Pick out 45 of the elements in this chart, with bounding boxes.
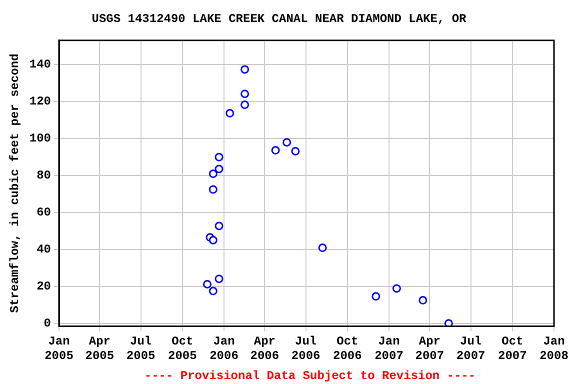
point [226, 109, 234, 118]
x-tick-label: Apr 2007 [415, 334, 444, 363]
y-tick-label: 20 [36, 279, 52, 294]
point [271, 146, 280, 155]
y-tick-label: 100 [29, 131, 52, 146]
y-axis-title: Streamflow, in cubic feet per second [8, 54, 22, 313]
point [214, 164, 224, 174]
point [372, 292, 380, 301]
point [392, 284, 401, 293]
y-tick-label: 60 [36, 205, 52, 220]
point [214, 274, 224, 284]
point [208, 185, 218, 194]
y-tick-label: 140 [29, 57, 52, 72]
point [214, 222, 224, 230]
x-tick-label: Jul 2006 [291, 334, 320, 363]
point [208, 170, 218, 178]
chart-title: USGS 14312490 LAKE CREEK CANAL NEAR DIAMOND LAKE, OR [92, 12, 468, 26]
x-tick-label: Apr 2006 [250, 334, 280, 363]
y-tick-label: 80 [36, 168, 52, 182]
x-tick-label: Oct 2007 [498, 334, 527, 363]
point [214, 152, 224, 162]
point [240, 90, 250, 98]
x-tick-label: Oct 2005 [168, 334, 197, 363]
y-tick-label: 40 [36, 242, 52, 256]
x-tick-label: Oct 2006 [333, 334, 362, 363]
point [291, 146, 300, 156]
text: ---- Provisional Data Subject to Revision ---- [144, 369, 476, 384]
point [240, 65, 250, 74]
point [208, 286, 218, 296]
x-tick-label: Jan 2008 [540, 334, 568, 363]
point [203, 280, 212, 288]
x-tick-label: Jan 2007 [374, 334, 404, 363]
point [444, 319, 453, 326]
x-tick-label: Jan 2006 [210, 334, 238, 363]
x-tick-label: Jul 2005 [126, 334, 156, 363]
x-tick-label: Jan 2005 [44, 334, 74, 363]
point [318, 244, 327, 252]
x-tick-label: Jul 2007 [456, 334, 486, 363]
point [418, 296, 428, 305]
point [240, 100, 250, 110]
y-tick-label: 120 [29, 94, 52, 108]
point [282, 138, 292, 147]
x-tick-label: Apr 2005 [85, 334, 114, 363]
y-tick-label: 0 [44, 316, 52, 330]
point [208, 236, 218, 244]
